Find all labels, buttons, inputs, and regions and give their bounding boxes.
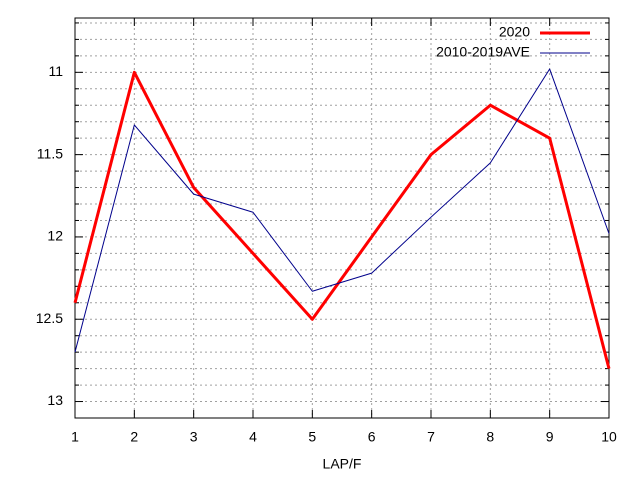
x-tick-label: 9 bbox=[546, 429, 554, 445]
y-tick-label: 13 bbox=[47, 392, 63, 408]
y-tick-label: 11 bbox=[48, 63, 63, 79]
x-tick-label: 7 bbox=[427, 429, 435, 445]
x-tick-label: 3 bbox=[190, 429, 198, 445]
legend-label: 2010-2019AVE bbox=[436, 44, 530, 60]
x-tick-label: 10 bbox=[601, 429, 617, 445]
y-tick-label: 11.5 bbox=[37, 145, 63, 161]
y-tick-label: 12 bbox=[47, 228, 63, 244]
plot-border bbox=[74, 17, 610, 419]
x-tick-label: 4 bbox=[249, 429, 257, 445]
x-tick-label: 2 bbox=[130, 429, 138, 445]
x-tick-label: 1 bbox=[71, 429, 79, 445]
y-tick-label: 12.5 bbox=[36, 310, 63, 326]
series-line bbox=[73, 70, 611, 369]
x-tick-label: 8 bbox=[486, 429, 494, 445]
x-tick-label: 5 bbox=[308, 429, 316, 445]
x-tick-label: 6 bbox=[368, 429, 376, 445]
legend-label: 2020 bbox=[499, 24, 530, 40]
x-axis-label: LAP/F bbox=[323, 456, 362, 472]
series-line bbox=[74, 68, 610, 353]
